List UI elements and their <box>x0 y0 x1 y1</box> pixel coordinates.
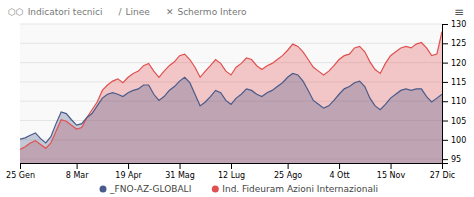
grid-line <box>20 62 442 63</box>
tick: 95 <box>442 155 461 164</box>
tick-mark <box>442 159 448 160</box>
x-axis: 25 Gen 8 Mar 19 Apr 31 Mag 12 Lug 25 Ago 4 Ott… <box>6 163 455 180</box>
toolbar-text: ✕ <box>166 7 174 17</box>
tick-label: 95 <box>451 155 461 164</box>
tick: 12 Lug <box>218 163 245 180</box>
tick: 15 Nov <box>377 163 406 180</box>
tick: 120 <box>442 59 466 68</box>
tick-label: 110 <box>451 97 466 106</box>
tick-label: 25 Ago <box>274 171 302 180</box>
tick-mark <box>128 163 129 169</box>
tick-label: 8 Mar <box>66 171 89 180</box>
tick-label: 4 Ott <box>329 171 349 180</box>
tick-label: 19 Apr <box>115 171 142 180</box>
tick-label: 25 Gen <box>6 171 35 180</box>
tick-label: 130 <box>451 20 466 29</box>
tick-mark <box>442 43 448 44</box>
tick-mark <box>442 121 448 122</box>
tick-label: 120 <box>451 59 466 68</box>
legend-label: Ind. Fideuram Azioni Internazionali <box>222 184 378 194</box>
tick-mark <box>442 140 448 141</box>
grid-line <box>20 24 442 25</box>
tick-mark <box>442 82 448 83</box>
chart: ⬡⬡ Indicatori tecnici /Linee ✕Schermo Inter… <box>0 0 474 197</box>
tick-mark <box>20 163 21 169</box>
tick: 4 Ott <box>329 163 349 180</box>
axis-line <box>443 25 449 164</box>
plot-background <box>20 24 442 163</box>
tick-mark <box>77 163 78 169</box>
tick: 125 <box>442 39 466 48</box>
tick: 115 <box>442 78 466 87</box>
tick: 31 Mag <box>165 163 195 180</box>
tick: 130 <box>442 20 466 29</box>
y-axis: 95 100 105 110 115 120 125 130 <box>442 20 466 164</box>
line <box>20 73 442 143</box>
tick-label: 115 <box>451 78 466 87</box>
toolbar-text: / <box>119 7 123 17</box>
toolbar-text: Schermo Intero <box>177 7 247 17</box>
tick: 100 <box>442 136 466 145</box>
legend-item: _FNO-AZ-GLOBALI <box>100 184 192 194</box>
toolbar-text: ⬡⬡ <box>8 7 24 17</box>
legend-marker <box>212 186 219 193</box>
tick-mark <box>391 163 392 169</box>
legend-marker <box>100 186 107 193</box>
toolbar-text: Linee <box>126 7 151 17</box>
tick-label: 105 <box>451 117 466 126</box>
tick-label: 27 Dic <box>430 171 456 180</box>
tick-label: 100 <box>451 136 466 145</box>
tick: 27 Dic <box>430 163 456 180</box>
area <box>20 73 442 163</box>
tick-mark <box>180 163 181 169</box>
legend-label: _FNO-AZ-GLOBALI <box>109 184 191 194</box>
toolbar: ⬡⬡ Indicatori tecnici /Linee ✕Schermo Inter… <box>8 5 464 19</box>
tick: 8 Mar <box>66 163 89 180</box>
toolbar-text: Indicatori tecnici <box>28 7 103 17</box>
tick-mark <box>442 24 448 25</box>
tick: 19 Apr <box>115 163 142 180</box>
tick: 25 Gen <box>6 163 35 180</box>
tick: 25 Ago <box>274 163 302 180</box>
axis-line <box>21 164 443 170</box>
tick: 105 <box>442 117 466 126</box>
tick-label: 125 <box>451 39 466 48</box>
tick-mark <box>442 63 448 64</box>
area <box>20 32 442 163</box>
line <box>20 32 442 150</box>
tick-label: 31 Mag <box>165 171 195 180</box>
legend-item: Ind. Fideuram Azioni Internazionali <box>212 184 378 194</box>
toolbar-text: ≡ <box>454 5 464 19</box>
tick-mark <box>339 163 340 169</box>
tick-mark <box>231 163 232 169</box>
tick-label: 15 Nov <box>377 171 406 180</box>
legend: _FNO-AZ-GLOBALI Ind. Fideuram Azioni Inte… <box>100 184 379 194</box>
marks <box>20 32 442 163</box>
tick-label: 12 Lug <box>218 171 245 180</box>
grid-line <box>20 43 442 44</box>
tick: 110 <box>442 97 466 106</box>
tick-mark <box>288 163 289 169</box>
plot: 25 Gen 8 Mar 19 Apr 31 Mag 12 Lug 25 Ago 4 Ott… <box>6 20 466 180</box>
tick-mark <box>442 101 448 102</box>
